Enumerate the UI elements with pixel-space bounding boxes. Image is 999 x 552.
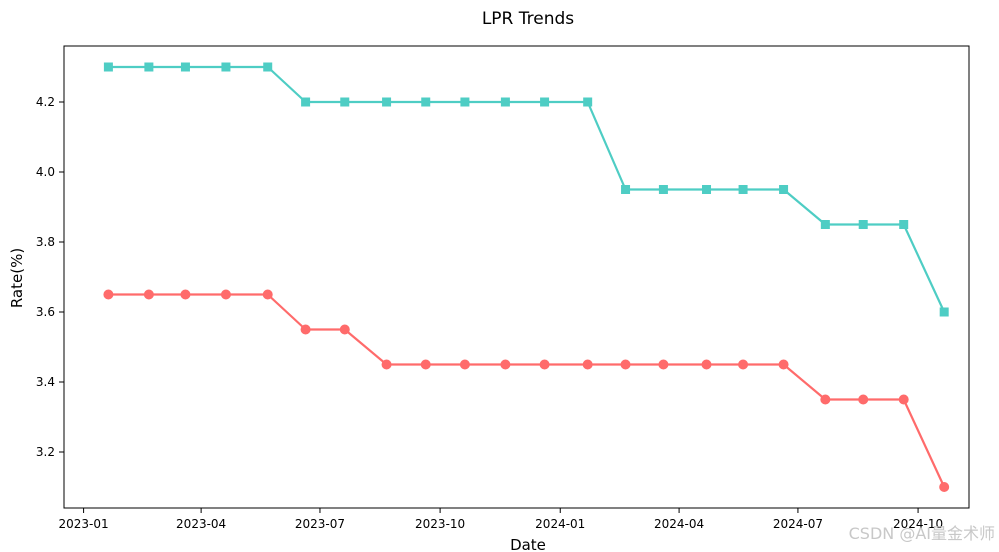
data-point-1y-lpr [658, 359, 669, 370]
data-point-1y-lpr [701, 359, 712, 370]
y-tick-label: 3.4 [36, 375, 55, 389]
data-point-5y-lpr [858, 220, 868, 229]
series-line-1y-lpr [108, 293, 946, 488]
x-tick-label: 2024-10 [893, 517, 943, 531]
data-point-5y-lpr [340, 97, 350, 107]
data-point-5y-lpr [144, 62, 154, 72]
watermark: CSDN @AI量金术师 [848, 524, 995, 543]
data-point-1y-lpr [220, 289, 231, 300]
data-point-5y-lpr [180, 62, 190, 72]
data-point-1y-lpr [620, 359, 631, 370]
data-point-1y-lpr [420, 359, 431, 370]
data-point-1y-lpr [262, 289, 273, 300]
data-point-1y-lpr [500, 359, 511, 370]
data-point-1y-lpr [738, 359, 749, 370]
chart-title: LPR Trends [482, 9, 574, 29]
y-tick-label: 4.0 [36, 165, 55, 179]
data-point-5y-lpr [939, 307, 949, 317]
data-point-1y-lpr [858, 394, 869, 405]
data-point-1y-lpr [459, 359, 470, 370]
data-point-5y-lpr [702, 185, 712, 194]
data-point-5y-lpr [221, 62, 231, 72]
data-point-1y-lpr [300, 324, 311, 335]
data-point-1y-lpr [339, 324, 350, 335]
y-axis: 3.2 3.4 3.6 3.8 4.0 4.2 [36, 95, 64, 459]
data-point-5y-lpr [301, 97, 311, 107]
data-point-1y-lpr [939, 482, 950, 492]
data-point-5y-lpr [621, 185, 631, 194]
data-point-5y-lpr [382, 97, 392, 107]
y-tick-label: 3.2 [36, 445, 55, 459]
x-tick-label: 2024-01 [535, 517, 585, 531]
series-layer [103, 62, 950, 492]
data-point-5y-lpr [779, 185, 789, 194]
y-tick-label: 3.8 [36, 235, 55, 249]
y-tick-label: 4.2 [36, 95, 55, 109]
x-tick-label: 2023-07 [295, 517, 345, 531]
x-tick-label: 2024-04 [654, 517, 704, 531]
data-point-5y-lpr [263, 62, 273, 72]
data-point-1y-lpr [778, 359, 789, 370]
series-line-5y-lpr [108, 65, 946, 313]
data-point-5y-lpr [583, 97, 593, 107]
x-tick-label: 2023-10 [415, 517, 465, 531]
data-point-1y-lpr [539, 359, 550, 370]
data-point-5y-lpr [540, 97, 550, 107]
x-tick-label: 2023-04 [176, 517, 226, 531]
x-tick-label: 2023-01 [59, 517, 109, 531]
data-point-1y-lpr [381, 359, 392, 370]
x-axis: 2023-01 2023-04 2023-07 2023-10 2024-01 2024-… [59, 508, 943, 531]
data-point-1y-lpr [103, 289, 114, 300]
y-tick-label: 3.6 [36, 305, 55, 319]
data-point-5y-lpr [820, 220, 830, 229]
data-point-1y-lpr [898, 394, 909, 405]
data-point-5y-lpr [899, 220, 909, 229]
x-axis-label: Date [510, 536, 546, 552]
x-tick-label: 2024-07 [773, 517, 823, 531]
data-point-5y-lpr [421, 97, 431, 107]
data-point-5y-lpr [658, 185, 668, 194]
data-point-1y-lpr [582, 359, 593, 370]
y-axis-label: Rate(%) [8, 248, 26, 308]
data-point-1y-lpr [143, 289, 154, 300]
data-point-1y-lpr [180, 289, 191, 300]
data-point-1y-lpr [820, 394, 831, 405]
data-point-5y-lpr [500, 97, 510, 107]
data-point-5y-lpr [738, 185, 748, 194]
plot-frame [63, 45, 970, 509]
data-point-5y-lpr [103, 62, 113, 72]
data-point-5y-lpr [460, 97, 470, 107]
